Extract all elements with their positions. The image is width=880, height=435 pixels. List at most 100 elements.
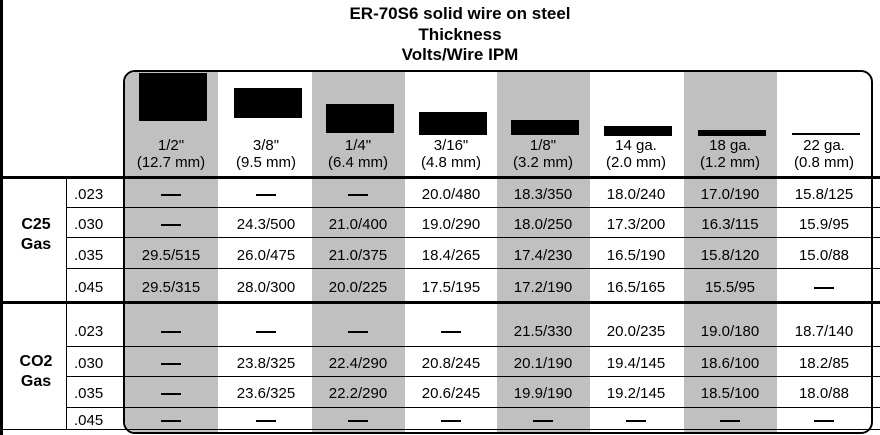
column-header-thickness: 3/16" bbox=[433, 137, 469, 154]
no-value-dash bbox=[441, 420, 461, 423]
left-border-rule bbox=[0, 0, 3, 435]
no-value-dash bbox=[348, 194, 368, 197]
no-value-dash bbox=[533, 420, 553, 423]
setting-cell bbox=[125, 412, 217, 430]
setting-cell bbox=[312, 323, 404, 341]
thickness-bar-icon bbox=[234, 88, 302, 118]
thickness-bar-icon bbox=[792, 133, 860, 135]
setting-cell bbox=[497, 412, 589, 430]
setting-cell: 20.1/190 bbox=[513, 355, 573, 372]
setting-cell bbox=[778, 412, 870, 430]
setting-cell: 17.2/190 bbox=[513, 279, 573, 296]
row-divider bbox=[3, 429, 880, 430]
setting-cell: 15.9/95 bbox=[798, 216, 850, 233]
wire-diameter-label: .023 bbox=[74, 186, 104, 203]
row-divider bbox=[66, 346, 880, 347]
no-value-dash bbox=[348, 331, 368, 334]
setting-cell: 17.4/230 bbox=[513, 247, 573, 264]
setting-cell: 23.8/325 bbox=[236, 355, 296, 372]
setting-cell: 22.4/290 bbox=[328, 355, 388, 372]
setting-cell: 16.3/115 bbox=[701, 216, 759, 233]
column-header-thickness: 18 ga. bbox=[709, 137, 751, 154]
setting-cell: 15.5/95 bbox=[704, 279, 756, 296]
setting-cell bbox=[220, 323, 312, 341]
wire-size-divider bbox=[66, 178, 67, 430]
no-value-dash bbox=[256, 331, 276, 334]
thickness-bar-icon bbox=[139, 73, 207, 121]
setting-cell bbox=[125, 355, 217, 373]
setting-cell: 18.4/265 bbox=[421, 247, 481, 264]
wire-diameter-label: .035 bbox=[74, 247, 104, 264]
setting-cell: 15.8/125 bbox=[794, 186, 854, 203]
setting-cell: 21.0/400 bbox=[328, 216, 388, 233]
wire-diameter-label: .045 bbox=[74, 412, 104, 429]
table-frame: 1/2" (12.7 mm) 3/8" (9.5 mm) 1/4" (6.4 mm) 3/1… bbox=[123, 70, 873, 434]
setting-cell bbox=[125, 186, 217, 204]
setting-cell: 21.0/375 bbox=[328, 247, 388, 264]
setting-cell bbox=[312, 186, 404, 204]
setting-cell bbox=[125, 323, 217, 341]
no-value-dash bbox=[814, 287, 834, 290]
column-header-metric: (0.8 mm) bbox=[794, 154, 854, 171]
setting-cell bbox=[684, 412, 776, 430]
setting-cell bbox=[125, 216, 217, 234]
setting-cell: 26.0/475 bbox=[236, 247, 296, 264]
no-value-dash bbox=[161, 393, 181, 396]
row-divider bbox=[66, 376, 880, 377]
no-value-dash bbox=[720, 420, 740, 423]
setting-cell: 18.5/100 bbox=[700, 385, 760, 402]
no-value-dash bbox=[256, 420, 276, 423]
setting-cell: 19.4/145 bbox=[606, 355, 666, 372]
setting-cell: 18.0/240 bbox=[606, 186, 666, 203]
column-header-thickness: 3/8" bbox=[252, 137, 280, 154]
row-divider bbox=[66, 237, 880, 238]
column-header-metric: (6.4 mm) bbox=[328, 154, 388, 171]
setting-cell bbox=[312, 412, 404, 430]
setting-cell: 17.3/200 bbox=[606, 216, 666, 233]
column-header-metric: (4.8 mm) bbox=[421, 154, 481, 171]
setting-cell: 18.2/85 bbox=[798, 355, 850, 372]
no-value-dash bbox=[441, 331, 461, 334]
thickness-bar-icon bbox=[698, 130, 766, 136]
setting-cell bbox=[220, 412, 312, 430]
setting-cell: 16.5/190 bbox=[606, 247, 666, 264]
setting-cell: 20.0/225 bbox=[328, 279, 388, 296]
setting-cell: 23.6/325 bbox=[236, 385, 296, 402]
setting-cell: 29.5/515 bbox=[141, 247, 201, 264]
setting-cell: 19.0/180 bbox=[700, 323, 760, 340]
column-header-metric: (3.2 mm) bbox=[513, 154, 573, 171]
no-value-dash bbox=[161, 363, 181, 366]
column-header-thickness: 22 ga. bbox=[803, 137, 845, 154]
wire-diameter-label: .045 bbox=[74, 279, 104, 296]
column-header-thickness: 14 ga. bbox=[615, 137, 657, 154]
setting-cell: 16.5/165 bbox=[606, 279, 666, 296]
thickness-subtitle: Thickness bbox=[418, 25, 502, 44]
wire-diameter-label: .030 bbox=[74, 216, 104, 233]
group-divider bbox=[3, 301, 880, 304]
units-subtitle: Volts/Wire IPM bbox=[401, 45, 519, 64]
setting-cell: 24.3/500 bbox=[236, 216, 296, 233]
setting-cell: 20.8/245 bbox=[421, 355, 481, 372]
column-header-metric: (9.5 mm) bbox=[236, 154, 296, 171]
setting-cell: 29.5/315 bbox=[141, 279, 201, 296]
no-value-dash bbox=[626, 420, 646, 423]
wire-diameter-label: .035 bbox=[74, 385, 104, 402]
gas-type-label: C25 Gas bbox=[20, 216, 52, 253]
setting-cell: 22.2/290 bbox=[328, 385, 388, 402]
no-value-dash bbox=[161, 331, 181, 334]
setting-cell: 18.3/350 bbox=[513, 186, 573, 203]
wire-diameter-label: .030 bbox=[74, 355, 104, 372]
setting-cell: 17.0/190 bbox=[700, 186, 760, 203]
row-divider bbox=[66, 407, 880, 408]
setting-cell: 20.0/480 bbox=[421, 186, 481, 203]
no-value-dash bbox=[161, 224, 181, 227]
setting-cell: 18.0/250 bbox=[513, 216, 573, 233]
thickness-bar-icon bbox=[511, 120, 579, 135]
gas-type-label: CO2 Gas bbox=[19, 353, 53, 390]
no-value-dash bbox=[161, 420, 181, 423]
column-header-metric: (2.0 mm) bbox=[606, 154, 666, 171]
thickness-bar-icon bbox=[604, 126, 672, 136]
setting-cell bbox=[590, 412, 682, 430]
setting-cell: 21.5/330 bbox=[513, 323, 573, 340]
column-header-thickness: 1/8" bbox=[529, 137, 557, 154]
